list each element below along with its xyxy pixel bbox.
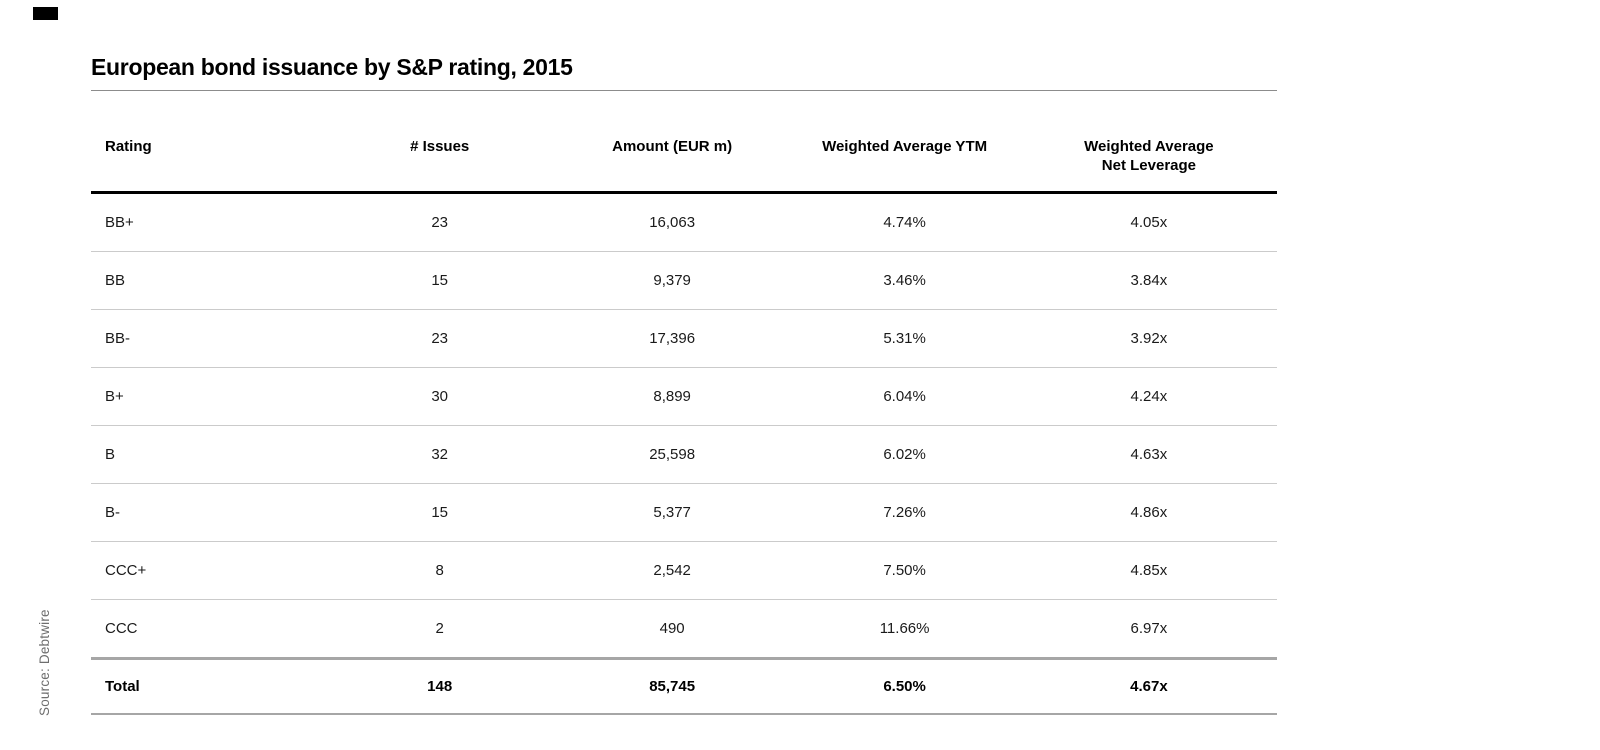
cell-ytm: 4.74% (788, 192, 1021, 252)
cell-leverage: 3.92x (1020, 309, 1277, 368)
cell-amount: 8,899 (555, 367, 789, 426)
cell-issues: 2 (323, 599, 556, 660)
cell-amount: 85,745 (555, 658, 789, 715)
cell-ytm: 6.50% (788, 658, 1021, 715)
bond-issuance-table: Rating # Issues Amount (EUR m) Weighted … (91, 125, 1277, 715)
cell-rating: CCC+ (91, 541, 324, 600)
cell-amount: 5,377 (555, 483, 789, 542)
cell-ytm: 6.04% (788, 367, 1021, 426)
page-title: European bond issuance by S&P rating, 20… (91, 54, 573, 80)
cell-rating: B- (91, 483, 324, 542)
cell-leverage: 6.97x (1020, 599, 1277, 660)
logo-mark (33, 7, 58, 20)
cell-issues: 148 (323, 658, 556, 715)
cell-amount: 17,396 (555, 309, 789, 368)
table-body: BB+ 23 16,063 4.74% 4.05x BB 15 9,379 3.46% 3.84x… (91, 192, 1277, 715)
cell-ytm: 7.26% (788, 483, 1021, 542)
table-row: B- 15 5,377 7.26% 4.86x (91, 483, 1277, 542)
table-row: BB 15 9,379 3.46% 3.84x (91, 251, 1277, 310)
cell-amount: 16,063 (555, 192, 789, 252)
cell-amount: 490 (555, 599, 789, 660)
cell-rating: B+ (91, 367, 324, 426)
cell-issues: 23 (323, 192, 556, 252)
cell-rating: BB- (91, 309, 324, 368)
table-header-row: Rating # Issues Amount (EUR m) Weighted … (91, 125, 1277, 194)
cell-rating: B (91, 425, 324, 484)
table-row: CCC 2 490 11.66% 6.97x (91, 599, 1277, 660)
title-divider (91, 90, 1277, 91)
cell-leverage: 3.84x (1020, 251, 1277, 310)
column-header-issues: # Issues (323, 125, 556, 194)
table-row: B 32 25,598 6.02% 4.63x (91, 425, 1277, 484)
cell-rating: BB+ (91, 192, 324, 252)
cell-rating: CCC (91, 599, 324, 660)
table-row: BB+ 23 16,063 4.74% 4.05x (91, 192, 1277, 252)
cell-rating: BB (91, 251, 324, 310)
cell-leverage: 4.24x (1020, 367, 1277, 426)
cell-issues: 30 (323, 367, 556, 426)
column-header-ytm: Weighted Average YTM (788, 125, 1021, 194)
cell-amount: 2,542 (555, 541, 789, 600)
column-header-leverage: Weighted Average Net Leverage (1020, 125, 1277, 194)
cell-issues: 32 (323, 425, 556, 484)
cell-issues: 15 (323, 483, 556, 542)
table-row: BB- 23 17,396 5.31% 3.92x (91, 309, 1277, 368)
cell-leverage: 4.05x (1020, 192, 1277, 252)
table-total-row: Total 148 85,745 6.50% 4.67x (91, 658, 1277, 715)
cell-issues: 23 (323, 309, 556, 368)
cell-leverage: 4.85x (1020, 541, 1277, 600)
column-header-amount: Amount (EUR m) (555, 125, 789, 194)
cell-ytm: 3.46% (788, 251, 1021, 310)
cell-ytm: 6.02% (788, 425, 1021, 484)
source-label: Source: Debtwire (37, 609, 52, 716)
table-row: B+ 30 8,899 6.04% 4.24x (91, 367, 1277, 426)
cell-ytm: 7.50% (788, 541, 1021, 600)
cell-issues: 15 (323, 251, 556, 310)
cell-ytm: 5.31% (788, 309, 1021, 368)
cell-leverage: 4.86x (1020, 483, 1277, 542)
cell-leverage: 4.67x (1020, 658, 1277, 715)
cell-leverage: 4.63x (1020, 425, 1277, 484)
cell-rating: Total (91, 658, 324, 715)
cell-amount: 25,598 (555, 425, 789, 484)
cell-ytm: 11.66% (788, 599, 1021, 660)
cell-issues: 8 (323, 541, 556, 600)
cell-amount: 9,379 (555, 251, 789, 310)
column-header-rating: Rating (91, 125, 324, 194)
table-row: CCC+ 8 2,542 7.50% 4.85x (91, 541, 1277, 600)
